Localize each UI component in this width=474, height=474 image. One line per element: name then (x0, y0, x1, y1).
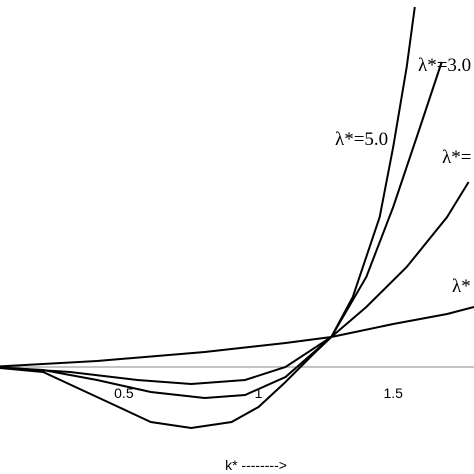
x-axis-label: k* --------> (225, 457, 287, 473)
series-label: λ* (452, 276, 471, 297)
x-tick-label: 1 (255, 385, 263, 401)
line-series (0, 61, 443, 400)
line-series (0, 306, 474, 368)
line-series (0, 6, 416, 430)
x-tick-label: 1.5 (383, 385, 403, 401)
line-series (0, 181, 470, 386)
series-label: λ*= (442, 147, 471, 168)
x-tick-label: 0.5 (114, 385, 134, 401)
series-label: λ*=3.0 (418, 55, 471, 76)
series-label: λ*=5.0 (335, 129, 388, 150)
